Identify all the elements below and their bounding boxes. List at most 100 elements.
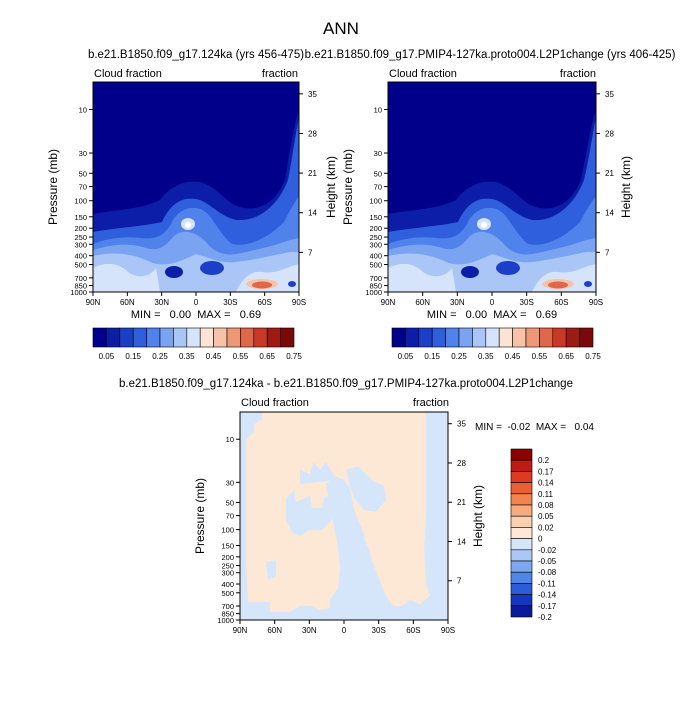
colorbar-swatch bbox=[445, 327, 460, 348]
panel-1-minmax: MIN = 0.00 MAX = 0.69 bbox=[131, 309, 261, 321]
contour-level bbox=[481, 222, 487, 228]
x-tick-label: 30N bbox=[154, 298, 169, 307]
panel-1-left-label: Cloud fraction bbox=[94, 68, 162, 80]
y-tick-label: 30 bbox=[374, 149, 382, 158]
colorbar-swatch bbox=[266, 327, 281, 348]
colorbar-label: -0.17 bbox=[538, 602, 557, 611]
colorbar-label: 0.25 bbox=[451, 352, 467, 361]
colorbar-swatch bbox=[510, 515, 533, 528]
colorbar-swatch bbox=[510, 482, 533, 495]
colorbar-swatch bbox=[485, 327, 500, 348]
panel-2-left-label: Cloud fraction bbox=[389, 68, 457, 80]
y-right-tick-label: 28 bbox=[308, 129, 317, 138]
panel-3-ylabel: Pressure (mb) bbox=[193, 478, 207, 554]
y-tick-label: 300 bbox=[221, 569, 234, 578]
colorbar-swatch bbox=[539, 327, 554, 348]
contour-level bbox=[584, 281, 592, 287]
y-tick-label: 10 bbox=[374, 105, 382, 114]
y-tick-label: 500 bbox=[74, 261, 87, 270]
x-tick-label: 60N bbox=[267, 626, 282, 635]
panel-1-ylabel-right: Height (km) bbox=[324, 156, 338, 218]
x-tick-label: 0 bbox=[194, 298, 199, 307]
colorbar-label: 0.05 bbox=[99, 352, 115, 361]
colorbar-label: 0.2 bbox=[538, 456, 550, 465]
contour-level bbox=[288, 281, 296, 287]
x-tick-label: 90S bbox=[292, 298, 306, 307]
colorbar-label: 0.17 bbox=[538, 467, 554, 476]
y-right-tick-label: 14 bbox=[457, 537, 466, 546]
colorbar-swatch bbox=[565, 327, 580, 348]
colorbar-label: -0.2 bbox=[538, 613, 552, 622]
y-tick-label: 200 bbox=[369, 224, 382, 233]
x-tick-label: 60N bbox=[120, 298, 135, 307]
colorbar-swatch bbox=[159, 327, 174, 348]
colorbar-label: 0.35 bbox=[478, 352, 494, 361]
panel-2-right-axis: 35 28 21 14 7 bbox=[596, 90, 614, 257]
y-tick-label: 400 bbox=[74, 252, 87, 261]
panel-3-minmax: MIN = -0.02 MAX = 0.04 bbox=[475, 422, 594, 433]
contour-level bbox=[185, 222, 191, 228]
y-tick-label: 70 bbox=[79, 183, 87, 192]
panel-1-colorbar: 0.05 0.15 0.25 0.35 0.45 0.55 0.65 0.75 bbox=[92, 327, 302, 361]
colorbar-label: 0.14 bbox=[538, 479, 554, 488]
colorbar-label: 0.65 bbox=[259, 352, 275, 361]
y-tick-label: 250 bbox=[221, 562, 234, 571]
x-tick-label: 90S bbox=[589, 298, 603, 307]
panel-3-ylabel-right: Height (km) bbox=[471, 485, 485, 547]
colorbar-swatch bbox=[405, 327, 420, 348]
colorbar-swatch bbox=[552, 327, 567, 348]
y-tick-label: 250 bbox=[74, 233, 87, 242]
colorbar-swatch bbox=[498, 327, 513, 348]
x-tick-label: 0 bbox=[490, 298, 495, 307]
contour-level bbox=[165, 266, 183, 278]
y-right-tick-label: 14 bbox=[308, 209, 317, 218]
x-tick-label: 30N bbox=[450, 298, 465, 307]
colorbar-label: -0.08 bbox=[538, 568, 557, 577]
panel-1-ylabel: Pressure (mb) bbox=[46, 149, 60, 225]
colorbar-swatch bbox=[92, 327, 107, 348]
contour-level bbox=[326, 412, 448, 620]
contour-level bbox=[240, 412, 330, 620]
panel-3-contours bbox=[240, 412, 448, 620]
y-tick-label: 1000 bbox=[217, 616, 234, 625]
contour-level bbox=[252, 281, 272, 289]
y-right-tick-label: 28 bbox=[605, 129, 614, 138]
colorbar-swatch bbox=[510, 594, 533, 607]
y-tick-label: 150 bbox=[221, 542, 234, 551]
colorbar-label: 0.15 bbox=[125, 352, 141, 361]
contour-level bbox=[300, 462, 336, 484]
contour-level bbox=[496, 261, 520, 275]
colorbar-label: -0.11 bbox=[538, 579, 556, 588]
y-tick-label: 100 bbox=[221, 526, 234, 535]
x-tick-label: 90N bbox=[233, 626, 248, 635]
colorbar-label: 0 bbox=[538, 535, 543, 544]
panel-3-right-axis: 35 28 21 14 7 bbox=[448, 420, 466, 586]
panel-3-title: b.e21.B1850.f09_g17.124ka - b.e21.B1850.… bbox=[119, 378, 573, 390]
contour-level bbox=[346, 466, 386, 512]
y-tick-label: 500 bbox=[221, 589, 234, 598]
colorbar-swatch bbox=[510, 605, 533, 618]
colorbar-swatch bbox=[510, 583, 533, 595]
y-tick-label: 700 bbox=[221, 602, 234, 611]
y-tick-label: 100 bbox=[74, 197, 87, 206]
colorbar-swatch bbox=[510, 493, 533, 506]
colorbar-swatch bbox=[391, 327, 406, 348]
x-tick-label: 30S bbox=[372, 626, 386, 635]
y-tick-label: 70 bbox=[374, 183, 382, 192]
colorbar-label: 0.15 bbox=[424, 352, 440, 361]
colorbar-swatch bbox=[510, 571, 533, 584]
y-right-tick-label: 14 bbox=[605, 209, 614, 218]
x-tick-label: 30S bbox=[223, 298, 237, 307]
y-tick-label: 700 bbox=[74, 274, 87, 283]
colorbar-label: 0.05 bbox=[538, 512, 554, 521]
y-right-tick-label: 28 bbox=[457, 459, 466, 468]
y-tick-label: 50 bbox=[79, 169, 87, 178]
colorbar-swatch bbox=[186, 327, 201, 348]
panel-2-contours bbox=[388, 82, 596, 292]
y-tick-label: 850 bbox=[221, 610, 234, 619]
panel-1-right-axis: 35 28 21 14 7 bbox=[299, 90, 317, 257]
panel-3-left-label: Cloud fraction bbox=[241, 397, 309, 409]
panel-3: b.e21.B1850.f09_g17.124ka - b.e21.B1850.… bbox=[119, 378, 594, 635]
y-right-tick-label: 21 bbox=[605, 169, 614, 178]
